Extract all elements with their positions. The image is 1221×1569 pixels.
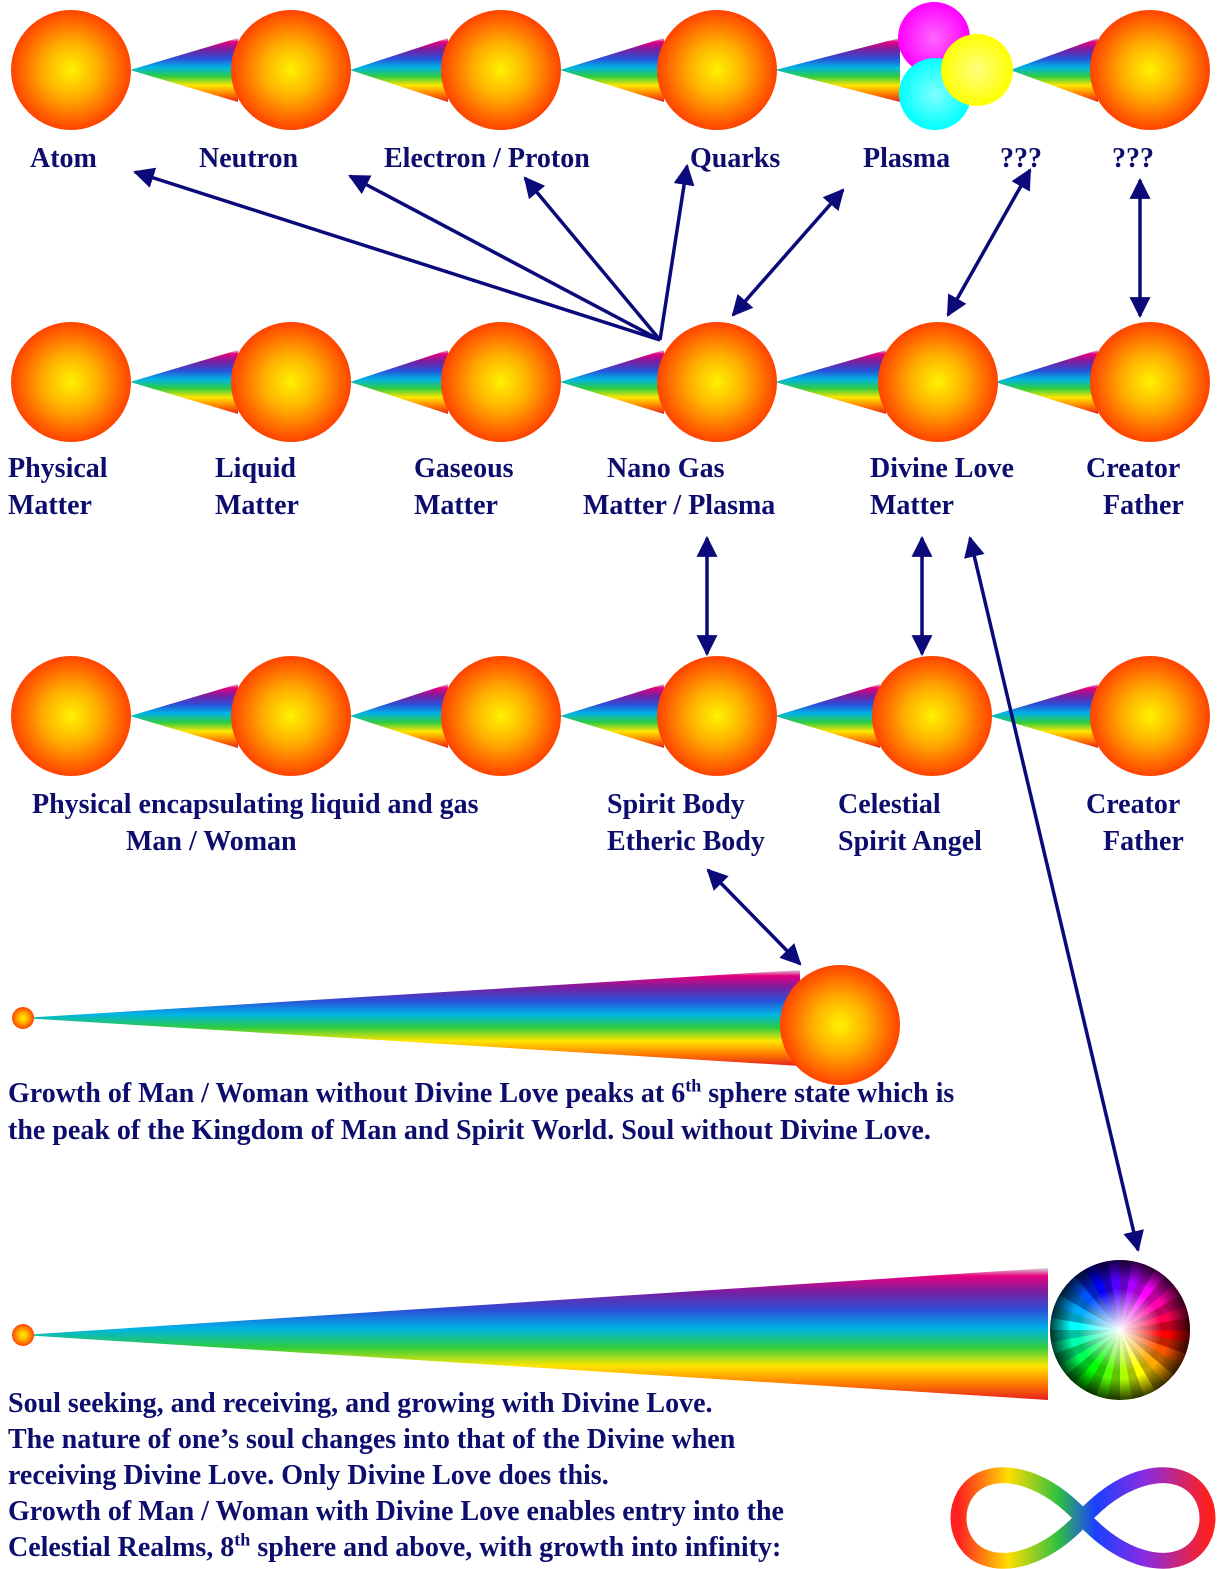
rainbow-cone-icon <box>775 684 880 748</box>
arrow-icon <box>706 868 802 966</box>
label-physical-encapsulating-l1: Physical encapsulating liquid and gas <box>32 789 479 820</box>
label-nano-gas-l2: Matter / Plasma <box>583 490 776 521</box>
label-divine-love-matter-l2: Matter <box>870 490 954 521</box>
paragraph-without-divine-love-l2: the peak of the Kingdom of Man and Spiri… <box>8 1115 931 1146</box>
label-celestial-l2: Spirit Angel <box>838 826 982 857</box>
arrow-icon <box>658 163 695 341</box>
arrow-icon <box>348 174 661 342</box>
label-celestial-l1: Celestial <box>838 789 941 820</box>
para2-line5-sup: th <box>234 1529 251 1550</box>
sphere-icon <box>231 10 351 130</box>
paragraph-with-divine-love-l3: receiving Divine Love. Only Divine Love … <box>8 1460 609 1491</box>
rainbow-cone-icon <box>130 38 238 102</box>
sphere-icon <box>657 656 777 776</box>
rainbow-cone-icon <box>22 970 800 1066</box>
rainbow-cone-icon <box>1010 38 1098 102</box>
sphere-icon <box>1090 10 1210 130</box>
para2-line5-b: sphere and above, with growth into infin… <box>250 1532 782 1563</box>
para1-line1-b: sphere state which is <box>701 1078 955 1109</box>
label-physical-matter-l2: Matter <box>8 490 92 521</box>
sphere-icon <box>12 1007 34 1029</box>
label-physical-encapsulating-l2: Man / Woman <box>126 826 297 857</box>
sphere-icon <box>441 10 561 130</box>
sphere-icon <box>12 1324 34 1346</box>
label-spirit-body-l2: Etheric Body <box>607 826 765 857</box>
arrow-icon <box>132 167 661 342</box>
rainbow-cone-icon <box>775 38 900 102</box>
label-gaseous-matter-l2: Matter <box>414 490 498 521</box>
rainbow-cone-icon <box>560 350 664 414</box>
sphere-icon <box>780 965 900 1085</box>
rainbow-cone-icon <box>350 38 448 102</box>
label-quarks: Quarks <box>690 143 781 174</box>
label-physical-matter-l1: Physical <box>8 453 108 484</box>
color-wheel-icon <box>1050 1260 1190 1400</box>
paragraph-with-divine-love-l1: Soul seeking, and receiving, and growing… <box>8 1388 713 1419</box>
arrows-group <box>132 163 1151 1253</box>
label-divine-love-matter-l1: Divine Love <box>870 453 1014 484</box>
label-liquid-matter-l2: Matter <box>215 490 299 521</box>
label-gaseous-matter-l1: Gaseous <box>414 453 514 484</box>
rainbow-cone-icon <box>22 1268 1048 1400</box>
plasma-cmy-icon <box>898 2 1013 130</box>
rainbow-cone-icon <box>995 350 1098 414</box>
sphere-icon <box>231 656 351 776</box>
rainbow-cone-icon <box>130 350 238 414</box>
label-plasma: Plasma <box>863 143 951 174</box>
paragraph-without-divine-love-l1: Growth of Man / Woman without Divine Lov… <box>8 1075 954 1112</box>
label-atom: Atom <box>30 143 97 174</box>
para1-line1-sup: th <box>685 1075 702 1096</box>
sphere-icon <box>872 656 992 776</box>
sphere-icon <box>11 322 131 442</box>
arrow-icon <box>964 535 1144 1253</box>
sphere-icon <box>441 656 561 776</box>
para2-line5-a: Celestial Realms, 8 <box>8 1532 235 1563</box>
sphere-icon <box>441 322 561 442</box>
arrow-icon <box>523 176 662 342</box>
sphere-icon <box>657 322 777 442</box>
label-creator-father-l1: Creator <box>1086 453 1181 484</box>
sphere-icon <box>1090 322 1210 442</box>
label-neutron: Neutron <box>199 143 299 174</box>
label-creator-father-row3-l1: Creator <box>1086 789 1181 820</box>
sphere-icon <box>11 656 131 776</box>
sphere-icon <box>878 322 998 442</box>
rainbow-cone-icon <box>130 684 238 748</box>
label-unknown-2: ??? <box>1112 143 1154 174</box>
arrow-icon <box>731 188 845 317</box>
row1-group <box>11 2 1210 130</box>
sphere-icon <box>1090 656 1210 776</box>
infinity-icon <box>950 1467 1216 1569</box>
label-liquid-matter-l1: Liquid <box>215 453 296 484</box>
sphere-icon <box>657 10 777 130</box>
rainbow-cone-icon <box>560 38 664 102</box>
rainbow-cone-icon <box>560 684 664 748</box>
paragraph-with-divine-love-l5: Celestial Realms, 8th sphere and above, … <box>8 1529 781 1566</box>
label-unknown-1: ??? <box>1000 143 1042 174</box>
label-creator-father-l2: Father <box>1103 490 1184 521</box>
label-nano-gas-l1: Nano Gas <box>607 453 725 484</box>
sphere-icon <box>231 322 351 442</box>
arrow-icon <box>946 168 1032 317</box>
paragraph-with-divine-love-l2: The nature of one’s soul changes into th… <box>8 1424 736 1455</box>
row3-group <box>11 656 1210 776</box>
label-creator-father-row3-l2: Father <box>1103 826 1184 857</box>
para1-line1-a: Growth of Man / Woman without Divine Lov… <box>8 1078 686 1109</box>
sphere-icon <box>11 10 131 130</box>
growth-cone-without-divine-love <box>12 965 900 1085</box>
paragraph-with-divine-love-l4: Growth of Man / Woman with Divine Love e… <box>8 1496 784 1527</box>
rainbow-cone-icon <box>350 350 448 414</box>
rainbow-cone-icon <box>350 684 448 748</box>
label-spirit-body-l1: Spirit Body <box>607 789 745 820</box>
label-electron-proton: Electron / Proton <box>384 143 590 174</box>
row2-group <box>11 322 1210 442</box>
growth-cone-with-divine-love <box>12 1268 1048 1400</box>
rainbow-cone-icon <box>775 350 886 414</box>
